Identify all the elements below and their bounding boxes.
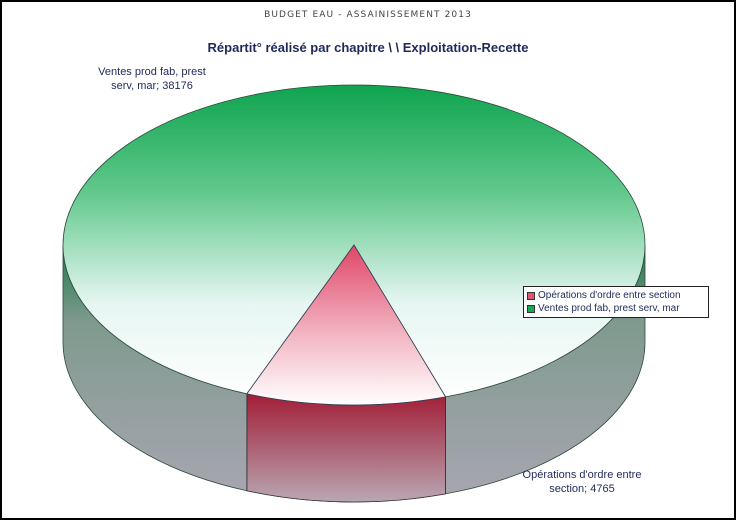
slice-label-operations-line1: Opérations d'ordre entre	[522, 469, 642, 481]
slice-label-operations-line2: section; 4765	[549, 483, 615, 495]
slice-label-operations: Opérations d'ordre entre section; 4765	[492, 468, 672, 496]
legend-label-operations: Opérations d'ordre entre section	[538, 290, 681, 301]
legend-swatch-operations	[527, 291, 535, 300]
pie-slice-operations	[246, 244, 447, 406]
slice-label-ventes: Ventes prod fab, prest serv, mar; 38176	[57, 65, 247, 93]
legend-label-ventes: Ventes prod fab, prest serv, mar	[538, 303, 680, 314]
legend-item-operations: Opérations d'ordre entre section	[527, 289, 705, 302]
handwritten-note: BUDGET EAU - ASSAINISSEMENT 2013	[264, 10, 472, 20]
legend-swatch-ventes	[527, 304, 535, 313]
slice-label-ventes-line1: Ventes prod fab, prest	[98, 66, 206, 78]
chart-title: Répartit° réalisé par chapitre \ \ Explo…	[207, 40, 529, 55]
legend-item-ventes: Ventes prod fab, prest serv, mar	[527, 302, 705, 315]
slice-label-ventes-line2: serv, mar; 38176	[111, 80, 193, 92]
pie-side-operations	[246, 393, 447, 503]
chart-legend: Opérations d'ordre entre section Ventes …	[523, 286, 709, 318]
